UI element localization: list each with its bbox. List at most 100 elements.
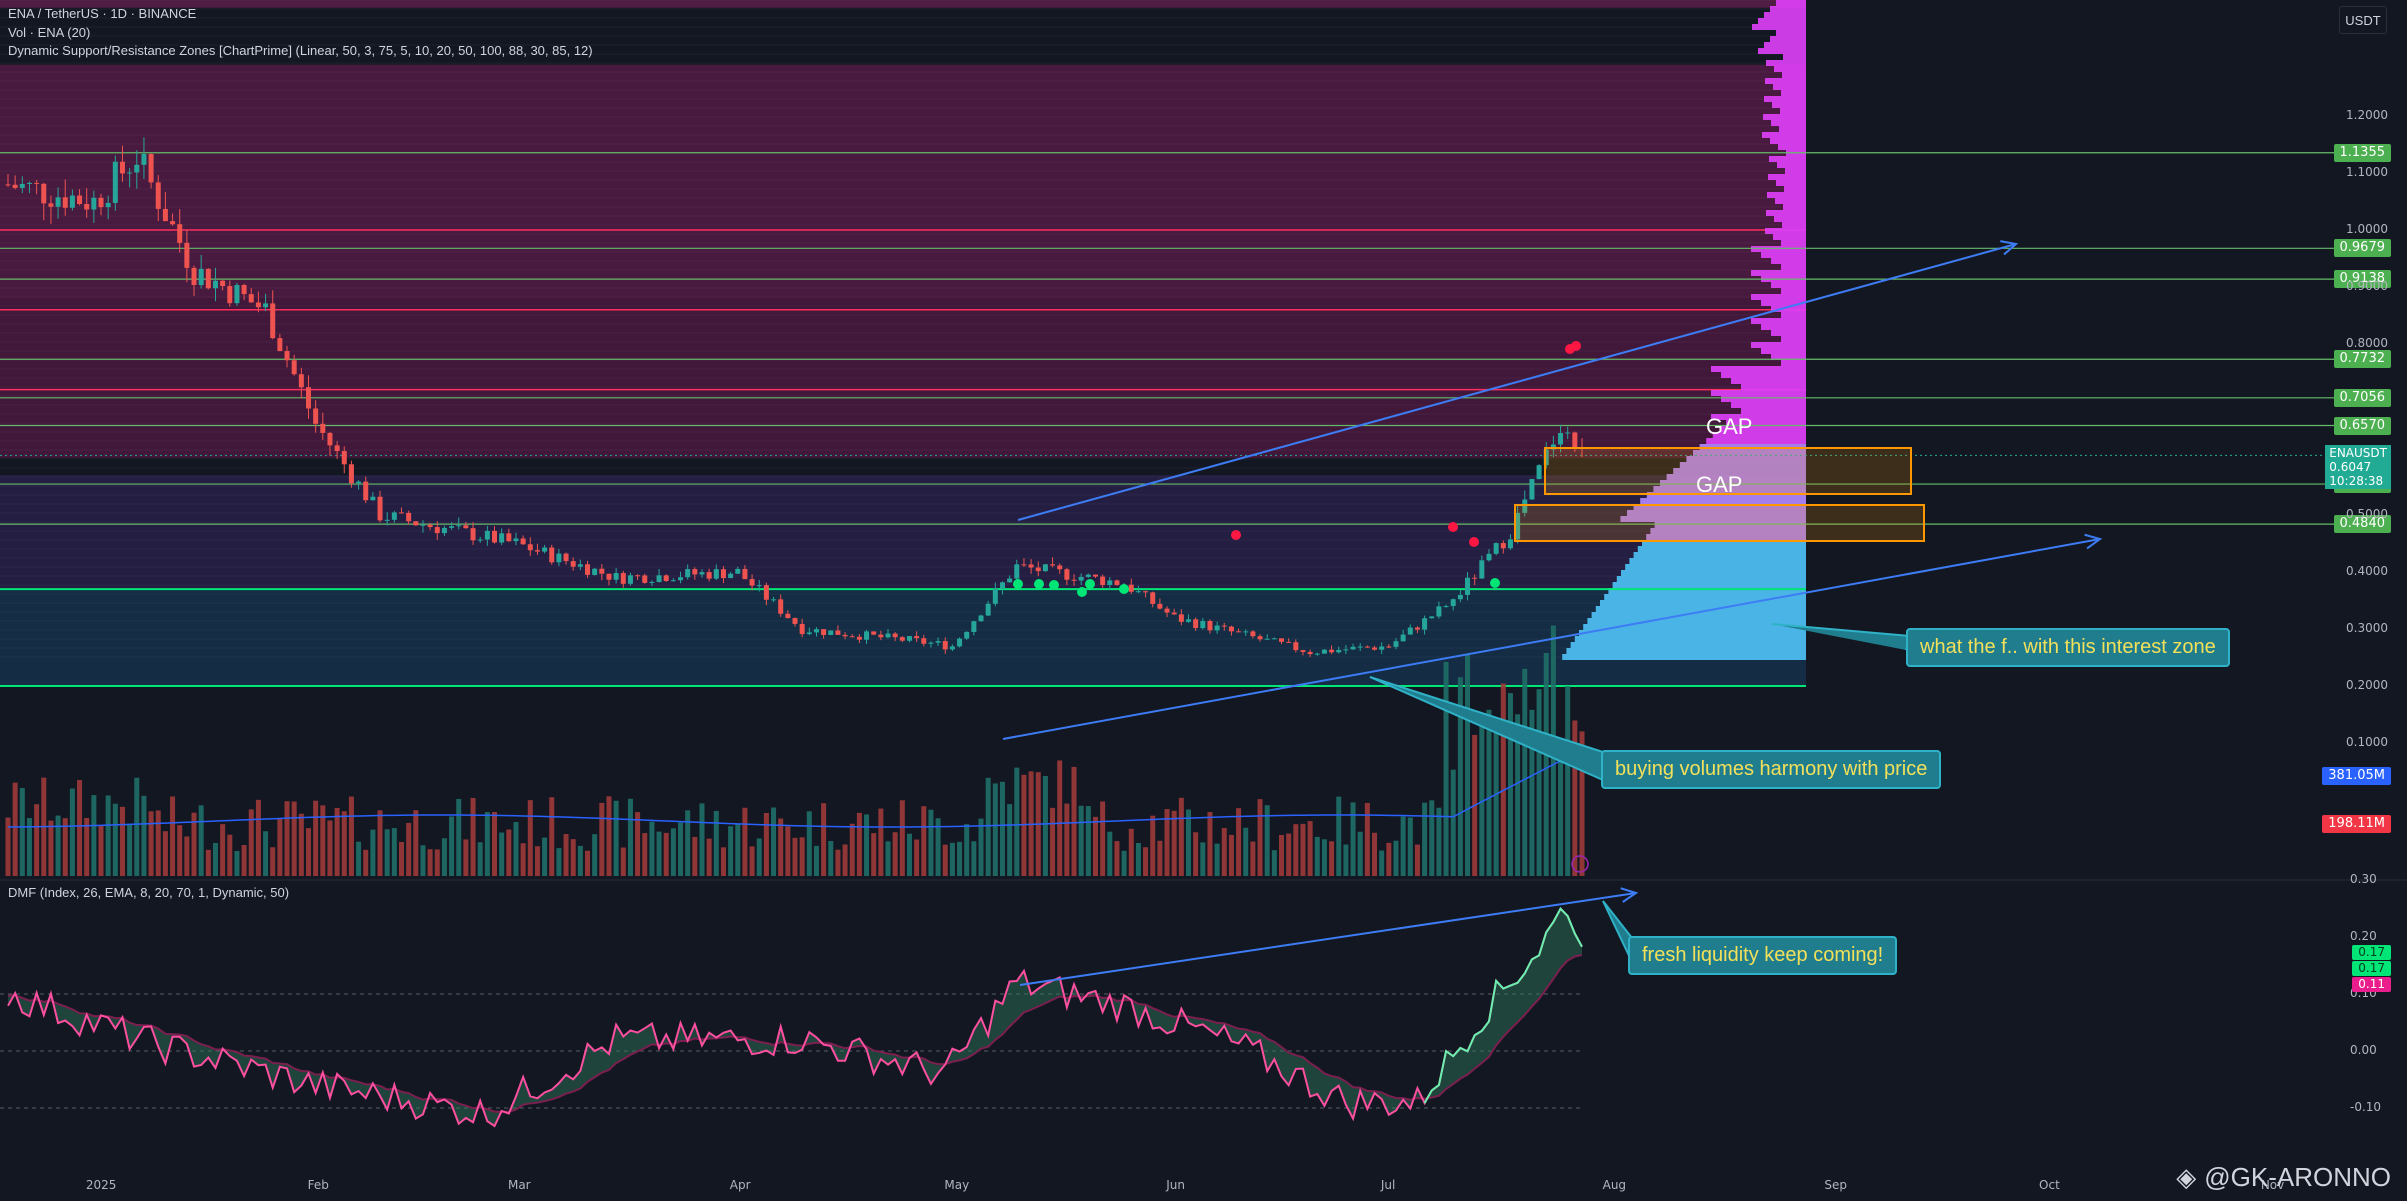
profile-bar	[1761, 300, 1806, 306]
profile-bar	[1783, 54, 1806, 60]
candle-body	[162, 208, 168, 222]
volume-bar	[69, 788, 75, 876]
volume-bar	[534, 846, 540, 876]
dmf-tick: -0.10	[2350, 1100, 2382, 1114]
volume-bar	[55, 815, 61, 876]
volume-bar	[699, 803, 705, 876]
volume-bar	[713, 810, 719, 876]
candle-body	[356, 481, 362, 484]
volume-bar	[463, 839, 469, 876]
volume-bar	[1307, 821, 1313, 876]
candle-body	[921, 638, 927, 644]
indicator-legend[interactable]: Dynamic Support/Resistance Zones [ChartP…	[8, 43, 593, 58]
candle-body	[427, 524, 433, 528]
candle-body	[1228, 626, 1234, 632]
candle-body	[1279, 638, 1285, 642]
volume-bar	[957, 841, 963, 876]
candle-body	[320, 423, 326, 433]
volume-bar	[1135, 842, 1141, 876]
volume-bar	[112, 803, 118, 876]
candle-body	[885, 633, 891, 638]
signal-dot-sell	[1448, 522, 1458, 532]
candle-body	[971, 621, 977, 632]
symbol-title[interactable]: ENA / TetherUS · 1D · BINANCE	[8, 6, 197, 21]
volume-bar	[191, 812, 197, 876]
candle-body	[413, 521, 419, 526]
candle-body	[377, 496, 383, 521]
volume-bar	[799, 837, 805, 876]
candle-body	[856, 636, 862, 640]
volume-bar	[613, 800, 619, 876]
profile-bar	[1766, 210, 1806, 216]
gap-label-upper: GAP	[1706, 414, 1753, 439]
profile-bar	[1612, 582, 1806, 588]
volume-bar	[1286, 833, 1292, 876]
signal-dot-buy	[1013, 579, 1023, 589]
profile-bar	[1776, 0, 1806, 6]
profile-bar	[1751, 318, 1806, 324]
candle-body	[1250, 631, 1256, 637]
candle-body	[1357, 646, 1363, 648]
profile-bar	[1764, 12, 1806, 18]
volume-bar	[327, 820, 333, 876]
volume-bar	[84, 818, 90, 876]
candle-body	[1007, 578, 1013, 583]
volume-bar	[1271, 850, 1277, 876]
volume-bar	[248, 809, 254, 876]
candle-body	[212, 280, 218, 289]
signal-dot-buy	[1049, 580, 1059, 590]
volume-bar	[785, 826, 791, 876]
profile-bar	[1604, 594, 1806, 600]
volume-bar	[1350, 802, 1356, 876]
time-tick: Feb	[307, 1178, 329, 1192]
volume-bar	[1057, 760, 1063, 876]
volume-bar	[1450, 769, 1456, 876]
volume-bar	[935, 818, 941, 876]
volume-bar	[1457, 677, 1463, 876]
time-tick: Mar	[507, 1178, 531, 1192]
time-tick: Apr	[729, 1178, 751, 1192]
currency-button[interactable]: USDT	[2339, 6, 2387, 34]
profile-bar	[1666, 474, 1806, 480]
volume-bar	[728, 826, 734, 876]
volume-bar	[1479, 721, 1485, 876]
candle-body	[649, 581, 655, 583]
candle-body	[1150, 592, 1156, 604]
candle-body	[348, 464, 354, 484]
volume-bar	[1064, 803, 1070, 876]
candle-body	[1386, 646, 1392, 648]
candle-body	[1107, 580, 1113, 585]
dmf-fill	[8, 908, 1582, 1127]
candle-body	[1057, 565, 1063, 570]
candle-body	[1286, 641, 1292, 643]
profile-bar	[1650, 528, 1806, 534]
profile-bar	[1711, 414, 1806, 420]
candle-body	[1236, 631, 1242, 633]
candle-body	[263, 303, 269, 308]
candle-body	[577, 564, 583, 567]
signal-dot-buy	[1119, 584, 1129, 594]
candle-body	[1200, 620, 1206, 629]
candle-body	[928, 642, 934, 644]
volume-bar	[821, 803, 827, 876]
candle-body	[599, 568, 605, 574]
candle-body	[720, 569, 726, 579]
volume-bar	[1228, 834, 1234, 876]
volume-bar	[792, 837, 798, 876]
candle-body	[1372, 647, 1378, 650]
profile-bar	[1579, 630, 1806, 636]
volume-legend[interactable]: Vol · ENA (20)	[8, 25, 91, 40]
dmf-legend[interactable]: DMF (Index, 26, EMA, 8, 20, 70, 1, Dynam…	[8, 885, 290, 900]
volume-bar	[1071, 766, 1077, 876]
profile-bar	[1758, 48, 1806, 54]
profile-bar	[1653, 486, 1806, 492]
volume-bar	[1214, 843, 1220, 876]
profile-bar	[1711, 390, 1806, 396]
volume-bar	[985, 777, 991, 876]
profile-bar	[1773, 234, 1806, 240]
candle-body	[864, 631, 870, 640]
volume-bar	[914, 839, 920, 876]
profile-bar	[1751, 270, 1806, 276]
volume-bar	[906, 833, 912, 876]
